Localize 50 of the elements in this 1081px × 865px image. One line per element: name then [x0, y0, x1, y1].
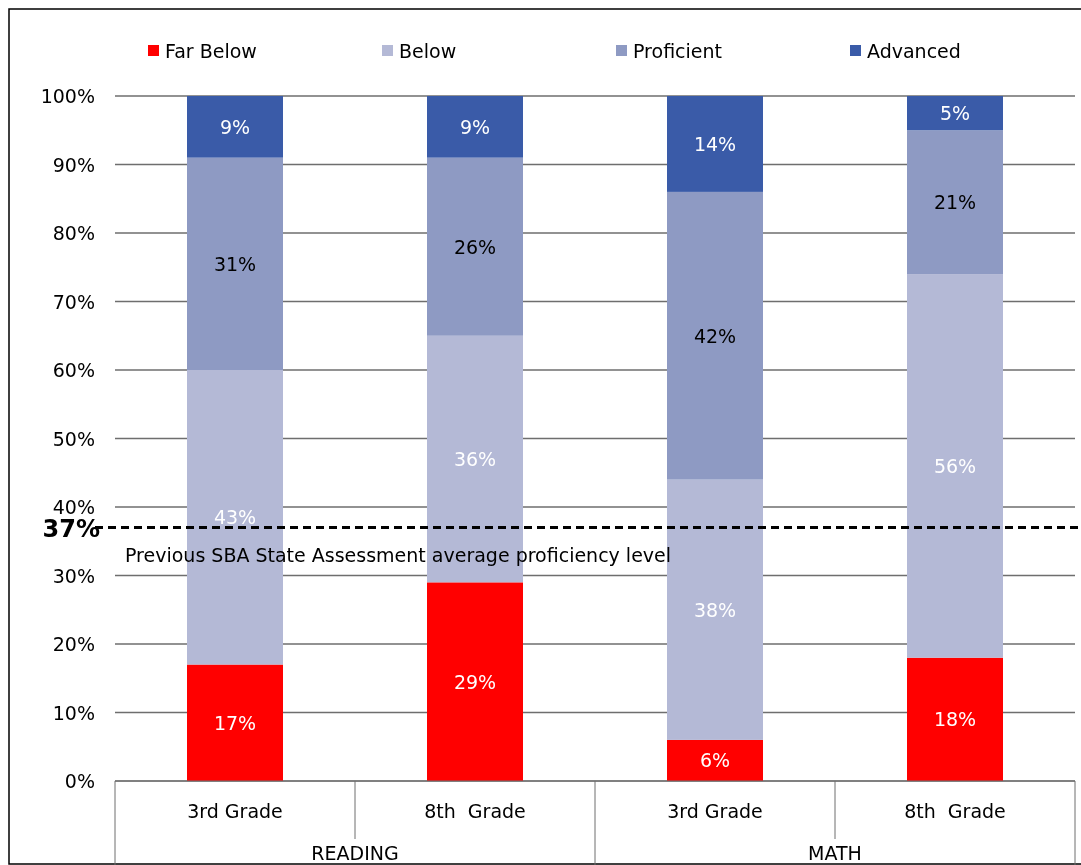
bar	[427, 582, 523, 781]
bar	[667, 96, 763, 192]
data-label: 36%	[453, 448, 497, 471]
bar	[427, 157, 523, 336]
x-tick-label: 3rd Grade	[187, 800, 283, 822]
bar	[187, 157, 283, 370]
y-tick-label: 80%	[52, 222, 95, 244]
y-tick-label: 50%	[52, 427, 95, 450]
annotation: Previous SBA State Assessment average proficiency level	[125, 543, 672, 566]
y-tick-label: 100%	[40, 85, 95, 107]
legend-label: Proficient	[633, 40, 723, 62]
data-label: 38%	[693, 598, 737, 621]
data-label: 56%	[933, 454, 977, 477]
data-label: 9%	[219, 115, 251, 138]
bar	[427, 96, 523, 158]
y-tick-label: 0%	[64, 770, 95, 792]
text: MATH	[808, 842, 862, 864]
data-label: 26%	[453, 235, 497, 258]
data-label: 18%	[933, 708, 977, 731]
y-tick-label: 60%	[52, 359, 95, 381]
data-label: 17%	[213, 711, 257, 734]
y-tick-label: 90%	[52, 153, 95, 176]
y-tick-label: 30%	[52, 564, 95, 587]
x-tick-label: 8th Grade	[424, 800, 526, 822]
data-label: 42%	[693, 324, 737, 347]
x-tick-label: 3rd Grade	[667, 800, 763, 822]
bar	[907, 657, 1003, 781]
legend-label: Advanced	[867, 40, 961, 62]
bar	[907, 96, 1003, 131]
data-label: 6%	[699, 749, 731, 772]
y-tick-label: 20%	[52, 633, 95, 655]
legend-label: Far Below	[165, 40, 257, 62]
data-label: 21%	[933, 191, 977, 214]
data-label: 29%	[453, 670, 497, 693]
bar	[667, 191, 763, 480]
data-label: 43%	[213, 506, 257, 529]
y-tick-label: 10%	[52, 701, 95, 724]
bar	[667, 739, 763, 781]
data-label: 9%	[459, 115, 491, 138]
legend-label: Below	[399, 40, 457, 62]
y-tick-label: 70%	[52, 290, 95, 313]
data-label: 31%	[213, 252, 257, 275]
x-tick-label: 8th Grade	[904, 800, 1006, 822]
bar	[907, 274, 1003, 658]
bar	[907, 130, 1003, 275]
data-label: 14%	[693, 132, 737, 155]
bar	[187, 664, 283, 781]
data-label: 5%	[939, 102, 971, 125]
text: READING	[311, 842, 399, 864]
bar	[187, 96, 283, 158]
